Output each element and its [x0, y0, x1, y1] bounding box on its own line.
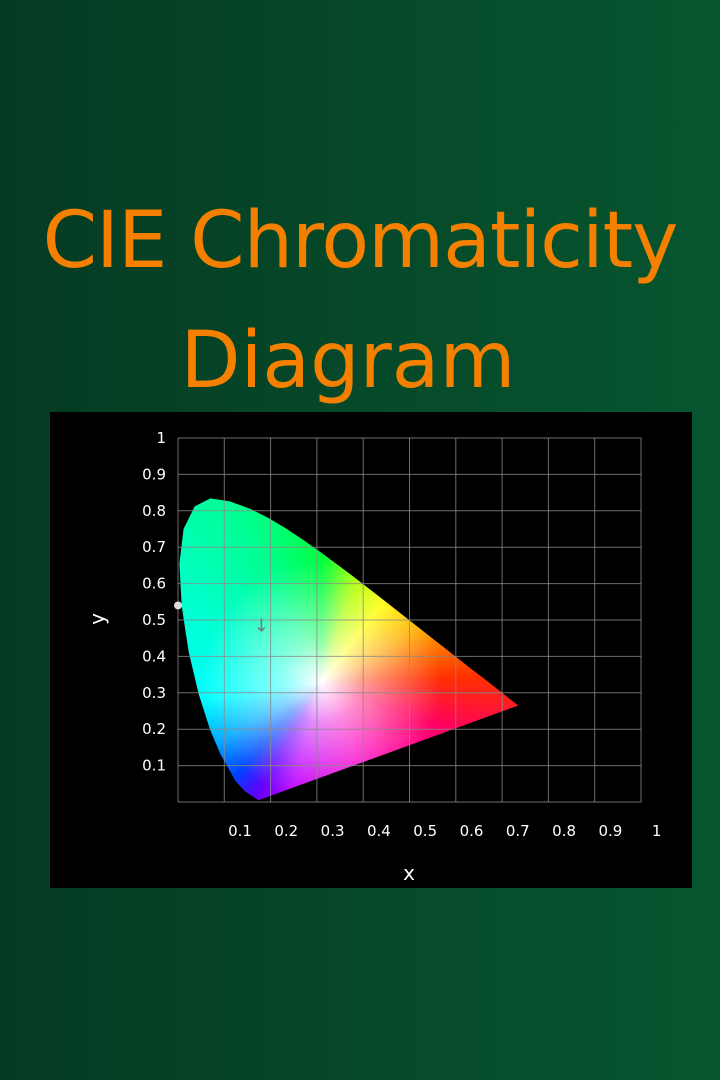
marker-point: [174, 601, 182, 610]
x-axis-label: x: [403, 861, 415, 885]
x-tick-label: 0.9: [598, 822, 622, 840]
y-tick-label: 0.2: [142, 720, 166, 738]
x-tick-label: 0.6: [460, 822, 484, 840]
y-tick-label: 0.5: [142, 611, 166, 629]
y-tick-label: 0.4: [142, 647, 166, 665]
cursor-arrow-icon: ↓: [254, 616, 269, 637]
x-tick-label: 1: [652, 822, 662, 840]
x-tick-label: 0.7: [506, 822, 530, 840]
y-tick-label: 0.3: [142, 684, 166, 702]
x-tick-label: 0.3: [321, 822, 345, 840]
y-tick-label: 0.1: [142, 757, 166, 775]
y-tick-label: 0.8: [142, 502, 166, 520]
title-line-1: CIE Chromaticity: [42, 196, 679, 286]
x-tick-label: 0.2: [274, 822, 298, 840]
x-tick-label: 0.8: [552, 822, 576, 840]
y-axis-label: y: [85, 613, 109, 625]
y-tick-label: 0.7: [142, 538, 166, 556]
y-tick-label: 1: [156, 429, 166, 447]
y-tick-label: 0.6: [142, 575, 166, 593]
x-tick-label: 0.1: [228, 822, 252, 840]
title-line-2: Diagram: [180, 316, 516, 406]
x-tick-label: 0.5: [413, 822, 437, 840]
x-tick-label: 0.4: [367, 822, 391, 840]
y-tick-label: 0.9: [142, 465, 166, 483]
